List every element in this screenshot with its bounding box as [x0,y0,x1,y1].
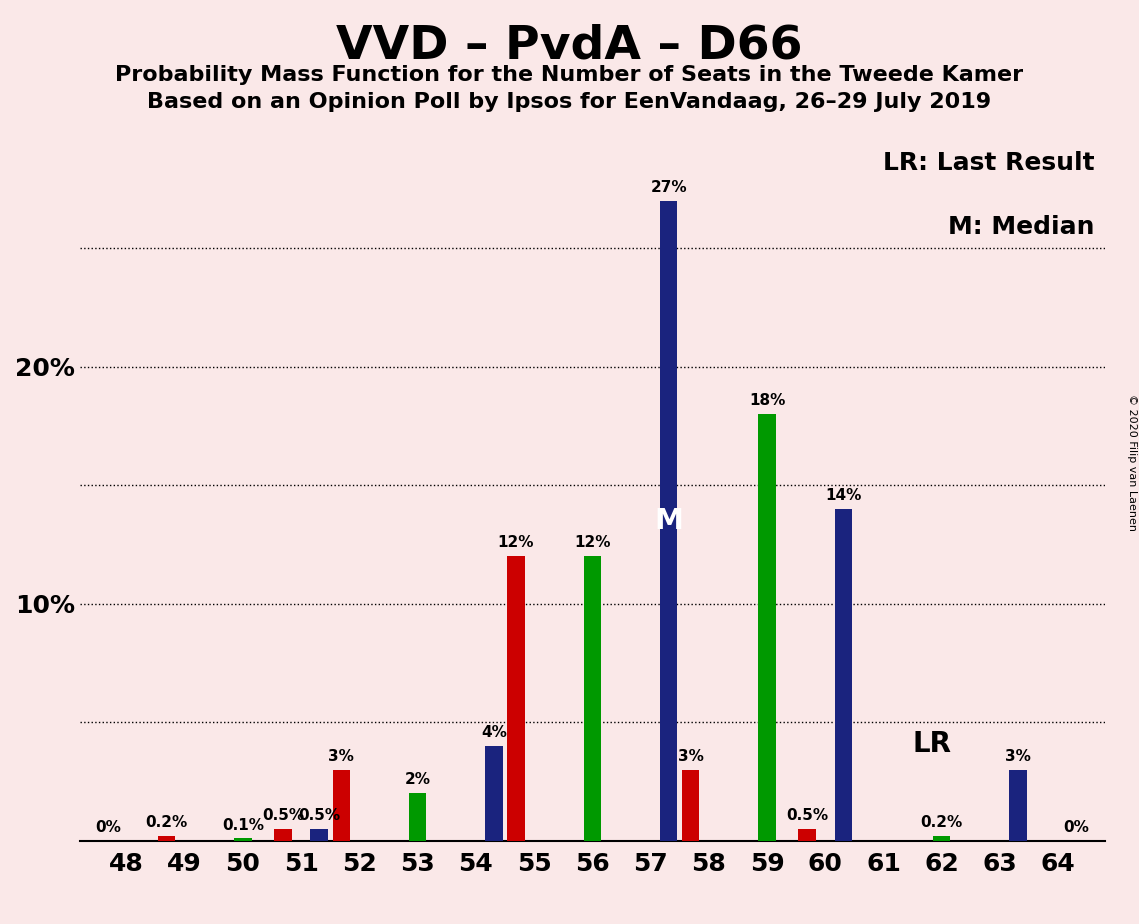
Bar [333,770,350,841]
Bar [835,509,852,841]
Text: 0%: 0% [96,820,121,835]
Bar [235,838,252,841]
Text: 12%: 12% [574,535,611,551]
Text: 3%: 3% [678,748,704,764]
Bar [583,556,601,841]
Text: 3%: 3% [328,748,354,764]
Text: Probability Mass Function for the Number of Seats in the Tweede Kamer: Probability Mass Function for the Number… [115,65,1024,85]
Text: 2%: 2% [404,772,431,787]
Text: 0.2%: 0.2% [146,815,188,830]
Text: 0.1%: 0.1% [222,818,264,833]
Text: M: M [654,506,683,535]
Bar [798,829,816,841]
Bar [933,836,950,841]
Bar [659,201,678,841]
Text: LR: Last Result: LR: Last Result [883,151,1095,175]
Text: 0.5%: 0.5% [262,808,304,823]
Text: 0%: 0% [1064,820,1089,835]
Text: Based on an Opinion Poll by Ipsos for EenVandaag, 26–29 July 2019: Based on an Opinion Poll by Ipsos for Ee… [147,92,992,113]
Text: 4%: 4% [481,725,507,740]
Bar [274,829,292,841]
Text: 0.5%: 0.5% [786,808,828,823]
Text: 27%: 27% [650,179,687,195]
Bar [158,836,175,841]
Text: LR: LR [912,730,951,758]
Text: 0.2%: 0.2% [920,815,962,830]
Text: M: Median: M: Median [948,214,1095,238]
Text: © 2020 Filip van Laenen: © 2020 Filip van Laenen [1126,394,1137,530]
Text: 3%: 3% [1005,748,1031,764]
Bar [485,746,502,841]
Bar [409,794,426,841]
Text: 14%: 14% [825,488,861,503]
Text: 18%: 18% [748,393,785,408]
Bar [310,829,328,841]
Text: VVD – PvdA – D66: VVD – PvdA – D66 [336,23,803,68]
Bar [759,414,776,841]
Bar [682,770,699,841]
Text: 0.5%: 0.5% [298,808,341,823]
Text: 12%: 12% [498,535,534,551]
Bar [1009,770,1026,841]
Bar [507,556,525,841]
